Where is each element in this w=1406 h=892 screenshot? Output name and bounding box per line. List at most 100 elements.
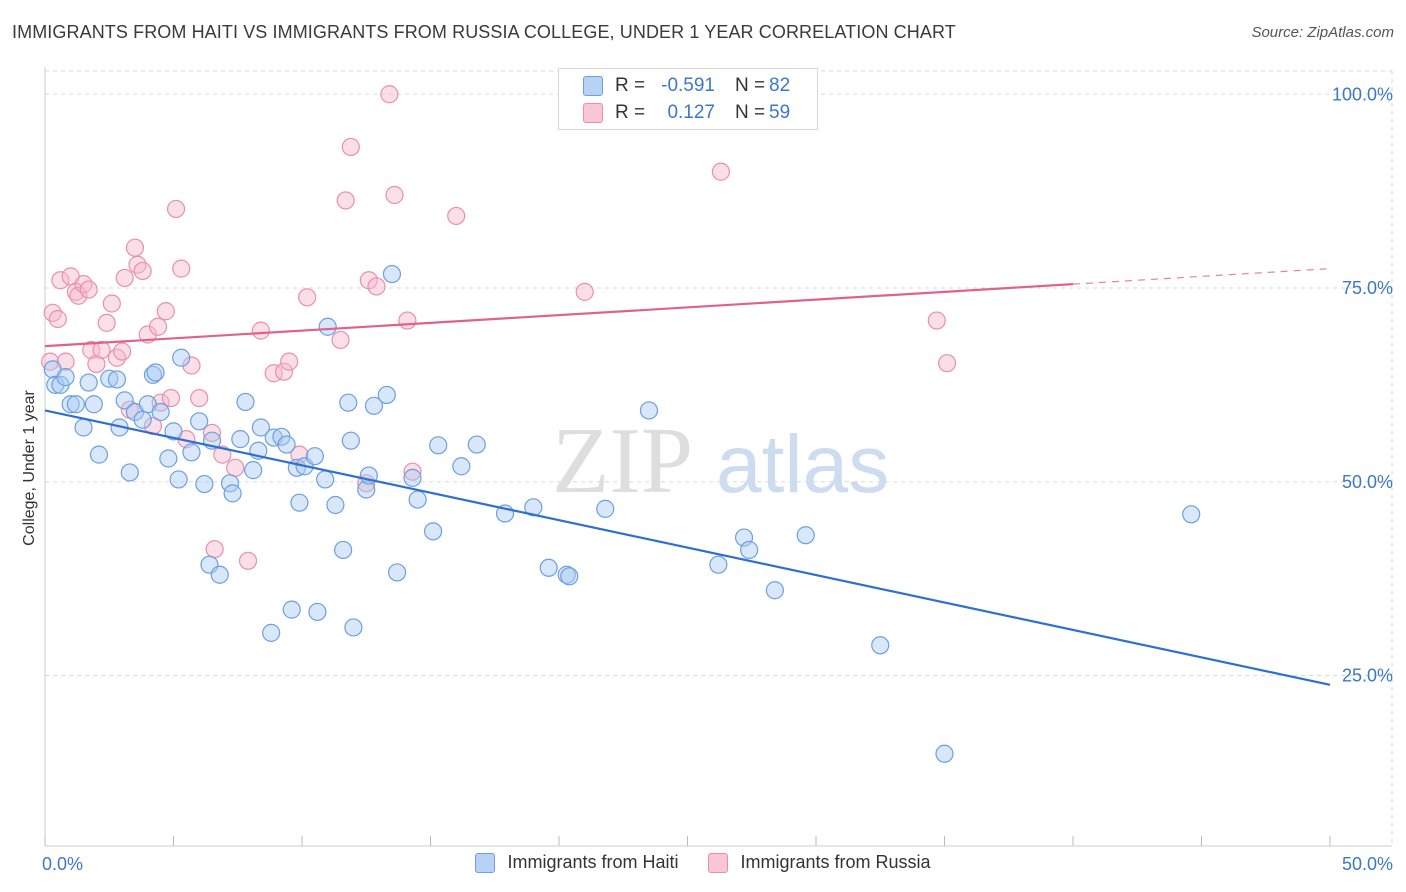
legend-row-haiti: R = -0.591 N = 82 (583, 73, 790, 99)
series-legend: Immigrants from Haiti Immigrants from Ru… (0, 852, 1406, 873)
haiti-point (66, 395, 85, 414)
russia-point (92, 340, 111, 360)
haiti-point (423, 522, 443, 541)
russia-point (161, 388, 181, 408)
trend-line (44, 283, 1074, 348)
russia-point (385, 185, 404, 205)
russia-point (274, 362, 294, 381)
haiti-point (190, 412, 209, 431)
grid-lines (45, 70, 1393, 846)
russia-point (48, 309, 67, 329)
russia-point (87, 354, 106, 374)
russia-point (82, 340, 101, 360)
russia-point (251, 321, 270, 340)
haiti-point (452, 457, 471, 476)
haiti-point (210, 565, 229, 584)
haiti-point (318, 317, 337, 336)
legend-item-haiti: Immigrants from Haiti (475, 852, 678, 873)
russia-point (711, 162, 731, 181)
russia-point (148, 317, 168, 336)
r-value: 0.127 (667, 102, 715, 123)
haiti-point (326, 495, 345, 515)
legend-label-russia: Immigrants from Russia (740, 852, 931, 872)
n-value: 82 (769, 75, 791, 96)
haiti-point (765, 581, 784, 600)
russia-point (74, 275, 93, 294)
y-tick-label: 75.0% (1342, 278, 1393, 298)
haiti-swatch (475, 852, 496, 873)
haiti-point (429, 436, 448, 455)
haiti-point (1182, 505, 1201, 524)
n-label: N = (735, 102, 766, 123)
haiti-point (305, 447, 324, 466)
russia-point (447, 206, 466, 226)
russia-point (102, 294, 121, 313)
n-label: N = (735, 75, 766, 96)
haiti-point (231, 430, 250, 449)
watermark-atlas: atlas (716, 419, 889, 510)
haiti-point (282, 600, 301, 619)
haiti-point (251, 418, 270, 437)
legend-label-haiti: Immigrants from Haiti (507, 852, 679, 872)
trend-line (44, 409, 1331, 686)
haiti-point (195, 474, 214, 494)
russia-point (403, 462, 422, 481)
russia-point (202, 423, 222, 443)
haiti-point (408, 490, 427, 509)
russia-point (51, 271, 70, 290)
haiti-point (107, 370, 127, 389)
russia-point (213, 445, 232, 464)
y-tick-label: 25.0% (1342, 666, 1393, 686)
haiti-point (120, 463, 139, 482)
haiti-point (84, 395, 103, 414)
russia-point (97, 313, 116, 332)
n-value: 59 (769, 102, 791, 123)
russia-point (336, 191, 355, 210)
haiti-point (56, 368, 75, 387)
axes (44, 67, 1392, 847)
haiti-point (100, 369, 119, 388)
haiti-point (61, 395, 80, 414)
haiti-point (133, 410, 152, 429)
haiti-point (308, 602, 327, 622)
russia-point (166, 199, 186, 219)
haiti-point (236, 392, 255, 412)
watermark-zip: ZIP (552, 409, 693, 513)
r-label: R = (615, 75, 646, 96)
haiti-point (344, 618, 363, 637)
x-tick-label: 50.0% (1342, 854, 1393, 874)
haiti-point (169, 470, 188, 489)
haiti-point (277, 435, 296, 454)
haiti-point (79, 373, 98, 392)
russia-point (937, 354, 957, 373)
russia-point (367, 277, 386, 296)
haiti-swatch (583, 76, 603, 96)
haiti-point (871, 636, 890, 655)
haiti-point (316, 470, 335, 489)
russia-swatch (708, 852, 729, 873)
correlation-legend: R = -0.591 N = 82 R = 0.127 N = 59 (558, 68, 818, 130)
r-value: -0.591 (661, 75, 715, 96)
haiti-point (596, 499, 615, 518)
russia-point (133, 261, 152, 281)
haiti-point (223, 484, 242, 503)
haiti-point (467, 435, 486, 454)
russia-point (79, 280, 98, 299)
russia-point (115, 268, 134, 288)
russia-point (927, 311, 946, 330)
haiti-point (159, 449, 178, 468)
haiti-point (387, 563, 407, 582)
watermark: ZIP atlas (552, 409, 889, 513)
chart-source: Source: ZipAtlas.com (1251, 24, 1394, 41)
haiti-point (377, 385, 396, 405)
haiti-point (357, 480, 376, 499)
russia-point (280, 352, 299, 371)
haiti-point (115, 391, 134, 410)
russia-point (156, 302, 175, 321)
haiti-point (364, 396, 384, 415)
tick-labels: 25.0% 50.0% 75.0% 100.0% 0.0% 50.0% (42, 84, 1393, 874)
haiti-point (709, 555, 728, 574)
russia-point (125, 238, 145, 257)
haiti-point (382, 264, 402, 284)
